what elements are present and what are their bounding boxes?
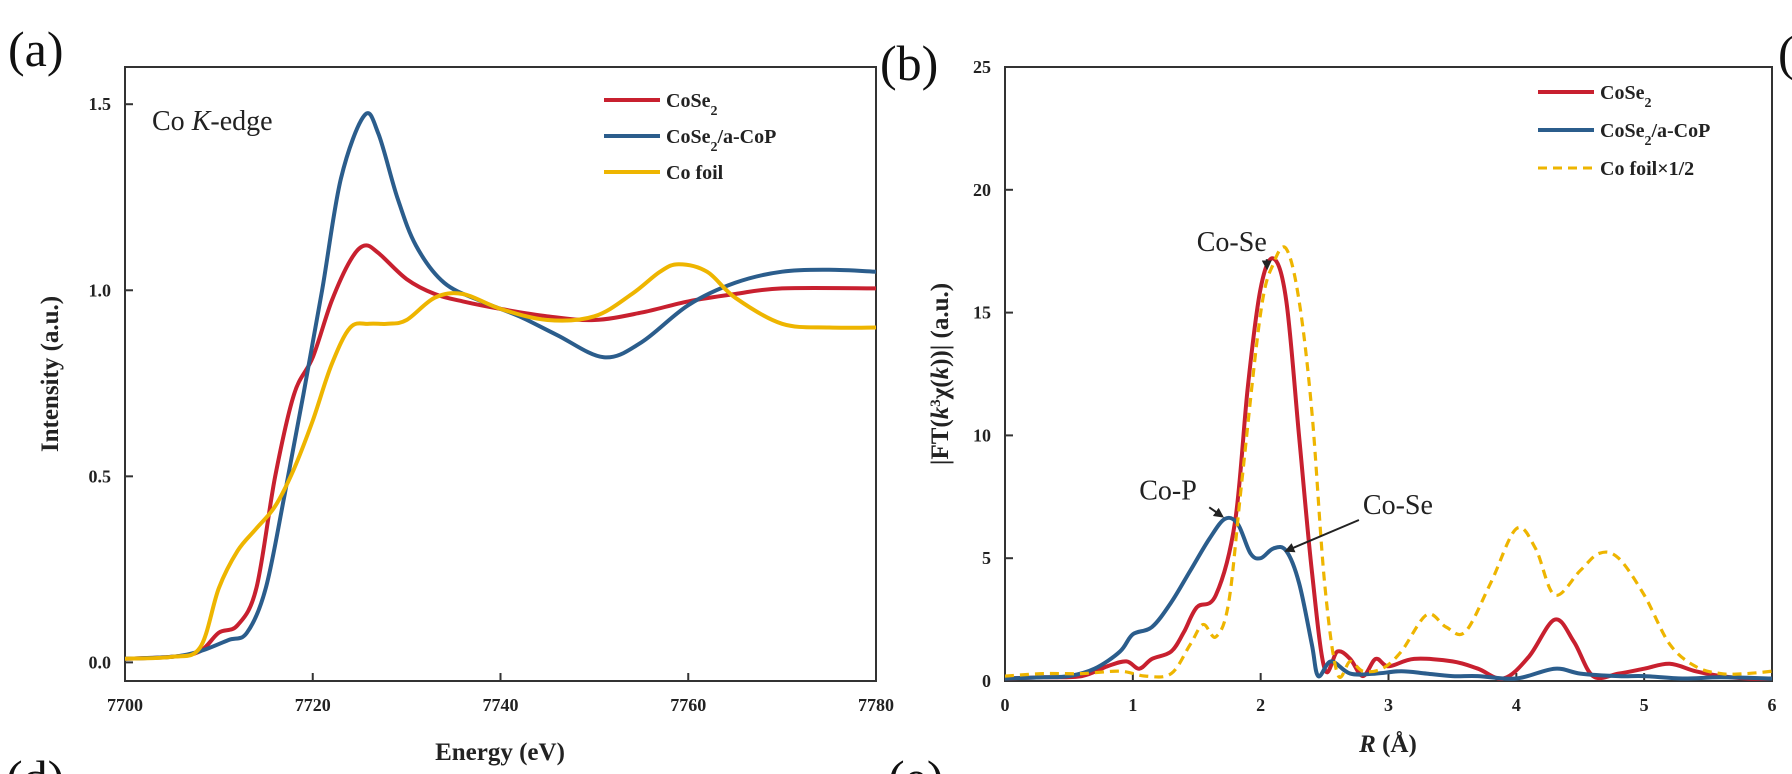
- chart-b-ytick-label: 5: [982, 548, 991, 568]
- chart-b-series-line-0: [1005, 256, 1772, 681]
- chart-a-frame: [124, 66, 877, 682]
- chart-b-y-axis: 0 5 10 15 20 25: [973, 57, 1013, 691]
- chart-b-legend-label-2: Co foil×1/2: [1600, 158, 1694, 180]
- chart-b-series-line-1: [1005, 515, 1772, 681]
- chart-a-legend-label-1: CoSe2/a-CoP: [666, 126, 776, 155]
- chart-b-annotation-0: Co-Se: [1197, 227, 1267, 258]
- chart-b-xtick-label: 4: [1512, 695, 1521, 715]
- chart-a-edge-annotation: Co K-edge: [152, 106, 273, 137]
- chart-b-xtick-label: 6: [1768, 695, 1777, 715]
- chart-a-ytick-label: 0.0: [89, 652, 112, 672]
- chart-b-legend-label-0: CoSe2: [1600, 82, 1651, 111]
- chart-b-legend: CoSe2 CoSe2/a-CoP Co foil×1/2: [1538, 82, 1710, 180]
- chart-a-legend: CoSe2 CoSe2/a-CoP Co foil: [604, 90, 776, 184]
- chart-a-xtick-label: 7760: [670, 695, 706, 715]
- chart-a-legend-label-0: CoSe2: [666, 90, 717, 119]
- chart-a-series-line-2: [125, 262, 876, 661]
- chart-b-xtick-label: 5: [1640, 695, 1649, 715]
- chart-b-ytick-label: 20: [973, 180, 991, 200]
- panel-label-a: (a): [8, 21, 64, 77]
- chart-b-ylabel: |FT(k3χ(k))| (a.u.): [927, 283, 954, 465]
- chart-b-legend-label-1: CoSe2/a-CoP: [1600, 120, 1710, 149]
- chart-a-ytick-label: 1.0: [89, 280, 112, 300]
- chart-b-annotation-1: Co-P: [1139, 475, 1197, 506]
- chart-a-plot-area: [125, 111, 876, 661]
- chart-b-annotation-arrow-2: [1284, 519, 1360, 553]
- chart-a-y-axis: 0.0 0.5 1.0 1.5: [89, 94, 133, 672]
- chart-b-annotation-arrow-1: [1208, 506, 1224, 518]
- chart-a-xlabel: Energy (eV): [435, 739, 565, 766]
- chart-a-xtick-label: 7720: [295, 695, 331, 715]
- chart-a-xtick-label: 7700: [107, 695, 143, 715]
- chart-a-xtick-label: 7740: [483, 695, 519, 715]
- chart-a-series-line-1: [125, 111, 876, 661]
- chart-b-series-line-2: [1005, 245, 1772, 679]
- chart-b-ytick-label: 0: [982, 671, 991, 691]
- chart-a-xtick-label: 7780: [858, 695, 894, 715]
- panel-label-c-partial: (: [1778, 25, 1792, 81]
- chart-a: 7700 7720 7740 7760 7780 0.0 0.5 1.0 1.5 Co K-e…: [37, 66, 894, 766]
- chart-a-series-line-0: [125, 243, 876, 661]
- chart-b-xlabel: R (Å): [1358, 730, 1417, 758]
- panel-label-e: (e): [888, 750, 944, 774]
- chart-a-legend-label-2: Co foil: [666, 162, 724, 184]
- chart-a-x-axis: 7700 7720 7740 7760 7780: [107, 673, 894, 715]
- chart-b-plot-area: [1005, 245, 1772, 681]
- chart-b-xtick-label: 1: [1128, 695, 1137, 715]
- chart-a-ylabel: Intensity (a.u.): [37, 296, 64, 452]
- chart-b-ytick-label: 25: [973, 57, 991, 77]
- chart-a-ytick-label: 1.5: [89, 94, 112, 114]
- chart-b-xtick-label: 3: [1384, 695, 1393, 715]
- chart-a-ytick-label: 0.5: [89, 466, 112, 486]
- panel-label-b: (b): [880, 35, 938, 91]
- chart-b-ytick-label: 10: [973, 425, 991, 445]
- chart-b-xtick-label: 2: [1256, 695, 1265, 715]
- chart-b-xtick-label: 0: [1001, 695, 1010, 715]
- chart-b-x-axis: 0 1 2 3 4 5 6: [1001, 673, 1777, 715]
- chart-b-annotations: Co-Se Co-P Co-Se: [1139, 227, 1433, 553]
- panel-label-d: (d): [6, 750, 64, 774]
- chart-b-ytick-label: 15: [973, 303, 991, 323]
- chart-b-annotation-2: Co-Se: [1363, 490, 1433, 521]
